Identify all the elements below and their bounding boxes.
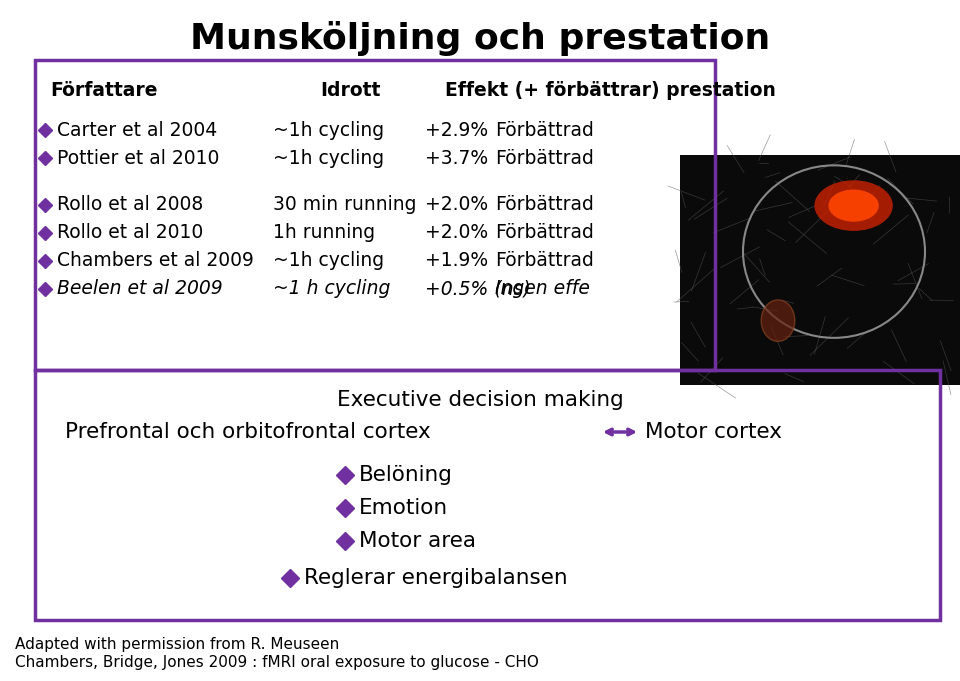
Text: Emotion: Emotion [359, 498, 448, 518]
Text: Förbättrad: Förbättrad [495, 121, 594, 140]
Text: ~1h cycling: ~1h cycling [273, 148, 384, 168]
Text: Chambers et al 2009: Chambers et al 2009 [57, 251, 253, 270]
Text: Förbättrad: Förbättrad [495, 195, 594, 215]
Text: Idrott: Idrott [320, 80, 380, 99]
Text: ~1h cycling: ~1h cycling [273, 251, 384, 270]
Text: Effekt (+ förbättrar) prestation: Effekt (+ förbättrar) prestation [445, 80, 776, 99]
Text: Chambers, Bridge, Jones 2009 : fMRI oral exposure to glucose - CHO: Chambers, Bridge, Jones 2009 : fMRI oral… [15, 656, 539, 671]
Ellipse shape [828, 189, 878, 222]
Text: Motor cortex: Motor cortex [645, 422, 782, 442]
Text: +2.0%: +2.0% [425, 223, 488, 242]
Text: Författare: Författare [50, 80, 157, 99]
Text: +1.9%: +1.9% [425, 251, 488, 270]
Text: 1h running: 1h running [273, 223, 375, 242]
Text: Förbättrad: Förbättrad [495, 251, 594, 270]
Text: Belöning: Belöning [359, 465, 453, 485]
Text: Adapted with permission from R. Meuseen: Adapted with permission from R. Meuseen [15, 637, 339, 652]
Text: Executive decision making: Executive decision making [337, 390, 623, 410]
Text: Carter et al 2004: Carter et al 2004 [57, 121, 217, 140]
Text: Rollo et al 2010: Rollo et al 2010 [57, 223, 204, 242]
Text: ~1h cycling: ~1h cycling [273, 121, 384, 140]
Text: Rollo et al 2008: Rollo et al 2008 [57, 195, 204, 215]
Text: Reglerar energibalansen: Reglerar energibalansen [304, 568, 567, 588]
Bar [35, 60, 715, 370]
Ellipse shape [761, 300, 795, 341]
Text: +3.7%: +3.7% [425, 148, 488, 168]
Ellipse shape [814, 180, 893, 231]
Text: Munsköljning och prestation: Munsköljning och prestation [190, 20, 770, 55]
Text: +0.5% (ns): +0.5% (ns) [425, 279, 531, 298]
Text: Ingen effe: Ingen effe [495, 279, 589, 298]
Bar [680, 155, 960, 385]
Text: ~1 h cycling: ~1 h cycling [273, 279, 391, 298]
Text: Förbättrad: Förbättrad [495, 223, 594, 242]
Text: Förbättrad: Förbättrad [495, 148, 594, 168]
Text: Beelen et al 2009: Beelen et al 2009 [57, 279, 223, 298]
Text: +2.9%: +2.9% [425, 121, 488, 140]
Text: Motor area: Motor area [359, 531, 476, 551]
Text: Prefrontal och orbitofrontal cortex: Prefrontal och orbitofrontal cortex [65, 422, 438, 442]
Bar [35, 370, 940, 620]
Text: 30 min running: 30 min running [273, 195, 417, 215]
Text: +2.0%: +2.0% [425, 195, 488, 215]
Text: Pottier et al 2010: Pottier et al 2010 [57, 148, 220, 168]
